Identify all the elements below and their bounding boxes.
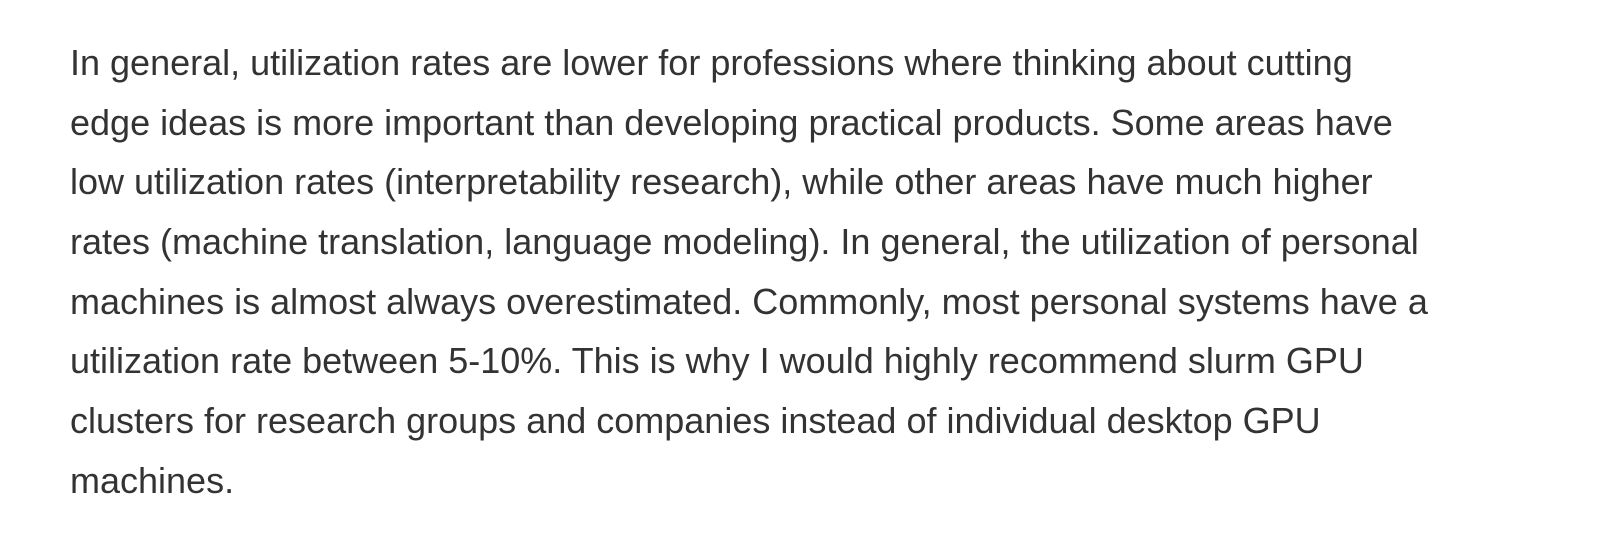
- text-line: clusters for research groups and compani…: [70, 400, 1321, 442]
- paragraph: In general, utilization rates are lower …: [70, 33, 1600, 511]
- text-line: In general, utilization rates are lower …: [70, 42, 1353, 83]
- text-line: machines is almost always overestimated.…: [70, 280, 1428, 322]
- text-line: machines.: [70, 459, 235, 501]
- text-line: low utilization rates (interpretability …: [70, 161, 1373, 203]
- text-line: rates (machine translation, language mod…: [70, 221, 1419, 263]
- text-line: utilization rate between 5-10%. This is …: [70, 340, 1364, 382]
- text-line: edge ideas is more important than develo…: [70, 101, 1393, 143]
